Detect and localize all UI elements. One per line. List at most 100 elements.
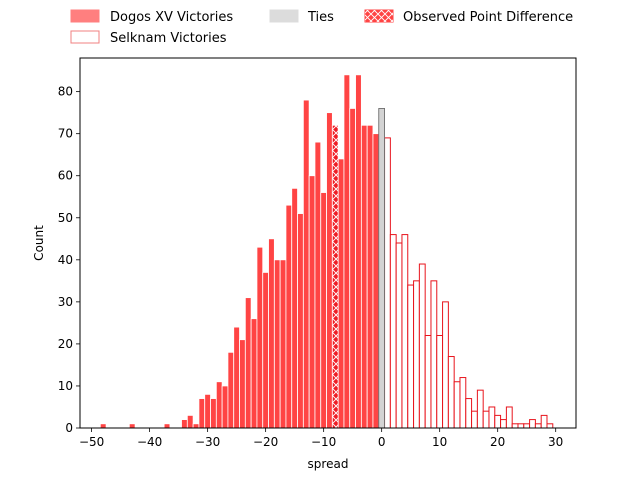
legend-entry-dogos: Dogos XV Victories (70, 9, 233, 25)
y-tick-label: 10 (58, 379, 73, 393)
bar-series1-x21 (500, 419, 507, 429)
bar-series0-x-37 (163, 423, 171, 429)
bar-series1-x3 (395, 242, 403, 429)
bar-series1-x14 (459, 377, 467, 429)
legend-swatch-ties (269, 9, 299, 23)
bar-series1-x16 (471, 410, 478, 429)
x-tick-label: −50 (79, 435, 104, 449)
bar-series1-x5 (407, 284, 415, 429)
bar-series0-x-9 (326, 112, 333, 429)
bar-series0-x-31 (198, 398, 206, 429)
bar-series1-x19 (488, 406, 496, 429)
x-tick-label: 30 (548, 435, 563, 449)
bar-series1-x22 (505, 406, 513, 429)
x-tick-label: 10 (432, 435, 447, 449)
bar-series0-x-14 (297, 213, 304, 429)
bar-series0-x-17 (279, 259, 287, 429)
bar-series0-x-19 (268, 238, 275, 429)
bar-series1-x29 (546, 423, 554, 429)
bar-series1-x4 (401, 234, 409, 429)
bar-series0-x-48 (99, 423, 107, 429)
bar-series0-x-2 (366, 124, 374, 429)
bar-series0-x-1 (372, 133, 380, 429)
y-tick-label: 40 (58, 253, 73, 267)
bar-series0-x-20 (262, 272, 269, 429)
bar-series0-x-4 (355, 74, 362, 429)
legend-swatch-selknam (70, 30, 100, 44)
y-axis-label: Count (32, 225, 46, 261)
y-tick-label: 80 (58, 85, 73, 99)
y-tick-label: 50 (58, 211, 73, 225)
bar-series1-x11 (442, 301, 449, 429)
bar-series1-x8 (424, 335, 432, 429)
bar-series1-x23 (511, 423, 519, 429)
bar-series0-x-12 (308, 175, 316, 429)
bar-series1-x27 (534, 423, 542, 429)
bar-series1-x1 (384, 137, 391, 429)
bar-series1-x9 (430, 280, 438, 429)
x-axis-label: spread (308, 457, 349, 471)
bar-series0-x-22 (250, 318, 258, 429)
x-tick-label: −10 (311, 435, 336, 449)
bar-series2-x0 (378, 108, 385, 429)
y-tick-label: 20 (58, 337, 73, 351)
legend-label-selknam: Selknam Victories (110, 31, 227, 46)
bar-series0-x-21 (256, 246, 264, 429)
bar-series0-x-29 (210, 398, 217, 429)
bar-hatch-x-8 (332, 125, 339, 429)
bar-series0-x-5 (349, 108, 356, 429)
bar-series0-x-3 (360, 124, 368, 429)
legend-entry-selknam: Selknam Victories (70, 30, 227, 46)
bar-series1-x18 (482, 410, 490, 429)
y-tick-label: 30 (58, 295, 73, 309)
bar-series1-x28 (540, 414, 548, 429)
bar-series1-x10 (436, 335, 444, 429)
bar-series0-x-34 (181, 419, 188, 429)
bar-series0-x-43 (128, 423, 136, 429)
bar-series0-x-26 (227, 351, 235, 429)
bar-series0-x-10 (320, 192, 327, 429)
bar-series0-x-16 (285, 204, 293, 429)
bars-layer (99, 74, 554, 429)
y-axis: 0 10 20 30 40 50 60 70 80 (58, 85, 80, 435)
x-tick-label: 20 (490, 435, 505, 449)
x-tick-label: 0 (378, 435, 386, 449)
bar-series0-x-23 (244, 297, 252, 429)
bar-series1-x25 (523, 423, 531, 429)
x-axis: −50 −40 −30 −20 −10 0 10 20 30 (79, 428, 563, 449)
bar-series0-x-32 (192, 423, 200, 429)
bar-series0-x-6 (343, 74, 351, 429)
bar-series0-x-13 (302, 99, 310, 429)
y-tick-label: 0 (65, 421, 73, 435)
bar-series0-x-11 (314, 141, 322, 429)
bar-series0-x-18 (273, 259, 281, 429)
bar-series1-x17 (476, 389, 484, 429)
bar-series1-x12 (447, 356, 455, 429)
bar-series1-x20 (494, 414, 502, 429)
legend: Dogos XV Victories Selknam Victories Tie… (70, 9, 573, 46)
bar-series1-x6 (413, 280, 420, 429)
bar-series0-x-28 (215, 381, 223, 429)
bar-series0-x-33 (186, 414, 194, 429)
bar-series1-x15 (465, 398, 473, 429)
x-tick-label: −40 (137, 435, 162, 449)
y-tick-label: 60 (58, 169, 73, 183)
legend-swatch-dogos (70, 9, 100, 23)
legend-label-dogos: Dogos XV Victories (110, 10, 233, 25)
legend-entry-ties: Ties (269, 9, 334, 25)
legend-label-ties: Ties (307, 10, 334, 25)
x-tick-label: −30 (195, 435, 220, 449)
bar-series1-x26 (529, 419, 536, 429)
bar-series1-x7 (418, 263, 426, 429)
y-tick-label: 70 (58, 127, 73, 141)
legend-swatch-observed-hatch (365, 10, 393, 22)
bar-series0-x-25 (233, 326, 240, 429)
x-tick-label: −20 (253, 435, 278, 449)
bar-series0-x-27 (221, 385, 229, 429)
bar-series0-x-7 (337, 158, 345, 429)
legend-label-observed: Observed Point Difference (403, 10, 573, 25)
bar-series1-x24 (517, 423, 525, 429)
legend-entry-observed: Observed Point Difference (364, 9, 573, 25)
bar-series1-x2 (389, 234, 397, 429)
